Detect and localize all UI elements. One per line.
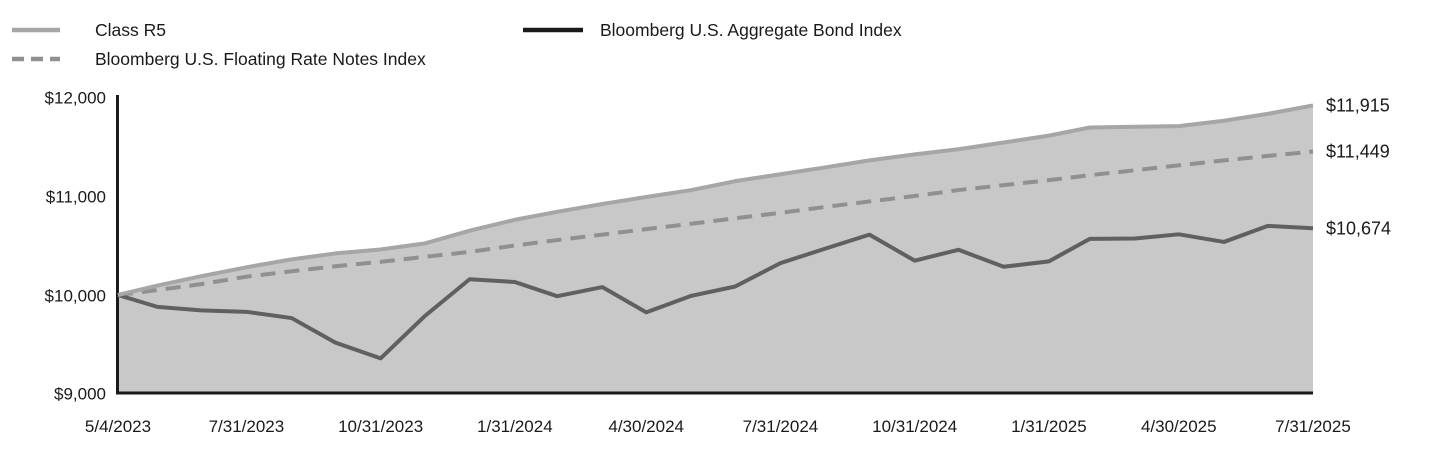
x-tick-label: 4/30/2024 xyxy=(608,417,684,436)
legend-swatch-aggregate-bond-index xyxy=(523,27,583,33)
x-tick-label: 1/31/2024 xyxy=(477,417,553,436)
floating-rate-notes-index-line xyxy=(117,149,1314,297)
x-tick-label: 7/31/2025 xyxy=(1275,417,1351,436)
x-tick-label: 10/31/2024 xyxy=(872,417,957,436)
legend-label-aggregate-bond-index: Bloomberg U.S. Aggregate Bond Index xyxy=(600,19,902,40)
y-tick-label: $9,000 xyxy=(54,385,106,404)
class-r5-area-fill xyxy=(118,105,1313,394)
legend-item-floating-rate-notes-index: Bloomberg U.S. Floating Rate Notes Index xyxy=(12,48,426,70)
legend-swatch-floating-rate-notes-index xyxy=(12,56,60,62)
series-end-label: $11,449 xyxy=(1326,142,1390,162)
x-tick-label: 4/30/2025 xyxy=(1141,417,1217,436)
chart-legend: Class R5 Bloomberg U.S. Aggregate Bond I… xyxy=(0,0,1440,90)
class-r5-line xyxy=(117,103,1314,297)
series-end-label: $11,915 xyxy=(1326,95,1390,115)
x-tick-label: 7/31/2023 xyxy=(209,417,285,436)
x-tick-label: 7/31/2024 xyxy=(743,417,819,436)
legend-swatch-class-r5 xyxy=(12,27,60,33)
y-tick-label: $10,000 xyxy=(45,287,106,306)
x-tick-label: 5/4/2023 xyxy=(85,417,151,436)
legend-item-class-r5: Class R5 xyxy=(12,19,166,41)
legend-label-floating-rate-notes-index: Bloomberg U.S. Floating Rate Notes Index xyxy=(95,48,426,69)
x-tick-label: 10/31/2023 xyxy=(338,417,423,436)
legend-label-class-r5: Class R5 xyxy=(95,19,166,40)
aggregate-bond-index-line xyxy=(117,223,1314,361)
series-end-label: $10,674 xyxy=(1326,218,1391,238)
x-tick-label: 1/31/2025 xyxy=(1011,417,1087,436)
y-tick-label: $11,000 xyxy=(46,188,106,207)
y-tick-label: $12,000 xyxy=(45,89,106,108)
legend-item-aggregate-bond-index: Bloomberg U.S. Aggregate Bond Index xyxy=(523,19,902,41)
